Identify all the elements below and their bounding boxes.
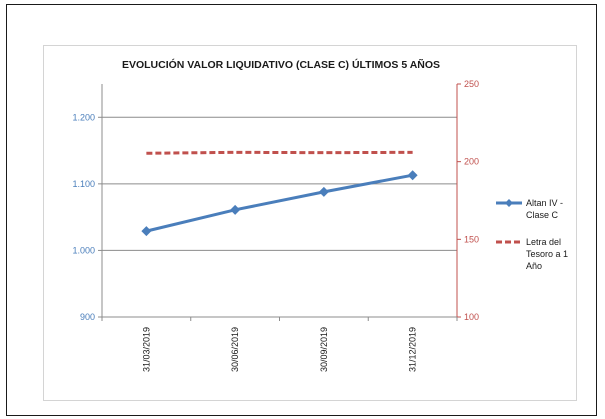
data-point-diamond — [230, 204, 241, 215]
x-tick-label: 31/12/2019 — [408, 327, 418, 372]
data-point-diamond — [407, 170, 418, 181]
series-line-letra — [146, 150, 413, 155]
y-left-tick-label: 1.000 — [72, 245, 95, 255]
chart-svg: EVOLUCIÓN VALOR LIQUIDATIVO (CLASE C) ÚL… — [72, 58, 568, 372]
legend-label: Clase C — [526, 210, 559, 220]
chart-title: EVOLUCIÓN VALOR LIQUIDATIVO (CLASE C) ÚL… — [122, 58, 440, 71]
legend-label: Altan IV - — [526, 198, 563, 208]
y-left-tick-label: 1.200 — [72, 112, 95, 122]
legend-label: Letra del — [526, 237, 561, 247]
y-right-tick-label: 250 — [464, 79, 479, 89]
x-tick-label: 30/06/2019 — [230, 327, 240, 372]
legend-label: Tesoro a 1 — [526, 249, 568, 259]
y-right-tick-label: 150 — [464, 234, 479, 244]
legend-key-diamond — [505, 199, 513, 207]
y-left-tick-label: 900 — [80, 312, 95, 322]
page-frame: EVOLUCIÓN VALOR LIQUIDATIVO (CLASE C) ÚL… — [6, 4, 597, 416]
gridlines — [102, 116, 457, 251]
series-layer — [141, 150, 418, 237]
y-right-tick-label: 200 — [464, 157, 479, 167]
legend-label: Año — [526, 261, 542, 271]
axes: 900 1.000 1.100 1.200 100 150 200 250 31/03/2019… — [72, 79, 479, 372]
data-point-diamond — [318, 186, 329, 197]
y-right-tick-label: 100 — [464, 312, 479, 322]
x-tick-label: 30/09/2019 — [319, 327, 329, 372]
x-tick-label: 31/03/2019 — [141, 327, 151, 372]
y-left-tick-label: 1.100 — [72, 179, 95, 189]
chart-area: EVOLUCIÓN VALOR LIQUIDATIVO (CLASE C) ÚL… — [43, 45, 577, 401]
data-point-diamond — [141, 226, 152, 237]
legend: Altan IV - Clase C Letra del Tesoro a 1 Año — [496, 198, 568, 271]
series-line-altan — [146, 173, 413, 233]
